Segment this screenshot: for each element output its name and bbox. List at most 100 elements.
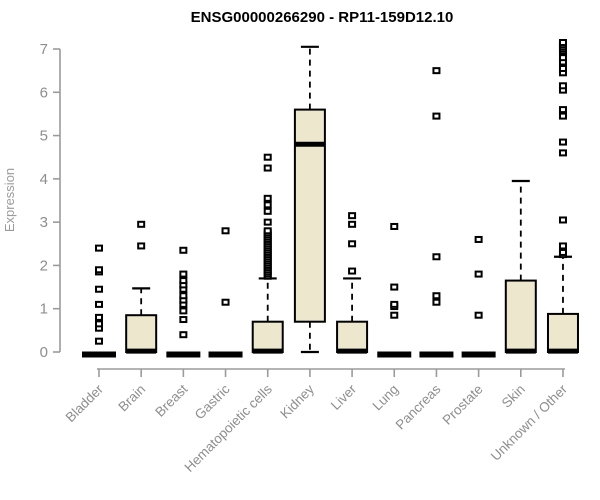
outlier-point: [263, 201, 272, 209]
y-tick-label-4: 4: [40, 171, 48, 188]
outlier-point: [179, 277, 188, 285]
box-group-pancreas: [419, 67, 454, 358]
box-group-hematopoietic-cells: [251, 153, 284, 354]
collapsed-box-gastric: [208, 351, 243, 358]
chart-title: ENSG00000266290 - RP11-159D12.10: [191, 9, 454, 26]
outlier-point: [95, 300, 103, 308]
x-tick-label-breast: Breast: [152, 381, 190, 419]
outlier-point: [179, 316, 188, 324]
outlier-point: [348, 220, 357, 228]
box-group-unknown-other: [546, 39, 579, 354]
outlier-point: [432, 67, 441, 75]
iqr-box-unknown-other: [546, 312, 579, 353]
x-tick-label-bladder: Bladder: [63, 381, 107, 425]
box-group-brain: [125, 220, 158, 354]
x-tick-label-skin: Skin: [499, 382, 528, 411]
outlier-point: [263, 153, 272, 161]
outlier-point: [137, 220, 146, 228]
iqr-box-kidney: [293, 108, 326, 323]
iqr-box-hematopoietic-cells: [251, 320, 284, 354]
collapsed-box-breast: [166, 351, 201, 358]
x-tick-label-lung: Lung: [370, 382, 402, 414]
outlier-point: [348, 267, 357, 275]
outlier-point: [179, 292, 188, 300]
y-tick-label-5: 5: [40, 128, 48, 145]
outlier-point: [432, 298, 441, 306]
outlier-point: [558, 149, 567, 157]
outlier-point: [432, 292, 441, 300]
outlier-point: [558, 112, 567, 120]
collapsed-box-pancreas: [419, 351, 454, 358]
outlier-point: [137, 242, 146, 250]
box-group-bladder: [82, 244, 116, 358]
outlier-point: [474, 235, 483, 243]
x-tick-label-pancreas: Pancreas: [393, 381, 444, 432]
x-tick-label-prostate: Prostate: [440, 382, 486, 428]
outlier-point: [390, 222, 399, 230]
outlier-point: [95, 320, 103, 328]
outlier-point: [558, 216, 567, 224]
iqr-box-skin: [504, 279, 537, 354]
outlier-point: [348, 212, 357, 220]
outlier-point: [558, 242, 567, 250]
outlier-point: [179, 331, 188, 339]
collapsed-box-bladder: [82, 351, 116, 358]
outlier-point: [263, 194, 272, 202]
outlier-point: [179, 246, 188, 254]
x-tick-label-kidney: Kidney: [277, 381, 317, 421]
outlier-point: [558, 64, 567, 72]
outlier-point: [558, 82, 567, 90]
y-axis-label: Expression: [2, 168, 17, 232]
outlier-point: [221, 298, 230, 306]
box-group-breast: [166, 246, 201, 358]
box-group-lung: [377, 222, 412, 358]
y-tick-label-0: 0: [40, 344, 48, 361]
outlier-point: [348, 240, 357, 248]
y-tick-label-7: 7: [40, 41, 48, 58]
outlier-point: [558, 54, 567, 62]
outlier-point: [474, 311, 483, 319]
y-tick-label-1: 1: [40, 301, 48, 318]
box-group-gastric: [208, 227, 243, 358]
outlier-point: [95, 285, 103, 293]
collapsed-box-lung: [377, 351, 412, 358]
outlier-point: [558, 106, 567, 114]
box-group-kidney: [293, 45, 326, 354]
x-tick-label-unknown-other: Unknown / Other: [488, 381, 571, 464]
x-tick-label-brain: Brain: [115, 382, 148, 415]
box-group-prostate: [461, 235, 496, 358]
box-group-skin: [504, 179, 537, 354]
iqr-box-brain: [125, 314, 158, 354]
collapsed-box-prostate: [461, 351, 496, 358]
outlier-point: [432, 253, 441, 261]
outlier-point: [95, 337, 103, 345]
outlier-point: [390, 283, 399, 291]
iqr-box-liver: [336, 320, 369, 354]
y-tick-label-2: 2: [40, 257, 48, 274]
outlier-point: [263, 227, 272, 235]
outlier-point: [390, 311, 399, 319]
outlier-point: [95, 313, 103, 321]
outlier-point: [95, 266, 103, 274]
outlier-point: [558, 138, 567, 146]
x-tick-label-gastric: Gastric: [192, 381, 233, 422]
boxes-layer: [82, 39, 579, 358]
outlier-point: [263, 218, 272, 226]
y-tick-label-6: 6: [40, 84, 48, 101]
outlier-point: [95, 244, 103, 252]
outlier-point: [263, 164, 272, 172]
outlier-point: [390, 300, 399, 308]
outlier-point: [474, 270, 483, 278]
outlier-point: [558, 248, 567, 256]
outlier-point: [263, 207, 272, 215]
y-tick-label-3: 3: [40, 214, 48, 231]
outlier-point: [179, 307, 188, 315]
outlier-point: [432, 112, 441, 120]
outlier-point: [558, 39, 567, 47]
box-group-liver: [336, 212, 369, 354]
outlier-point: [179, 270, 188, 278]
x-tick-label-liver: Liver: [328, 381, 360, 413]
outlier-point: [221, 227, 230, 235]
